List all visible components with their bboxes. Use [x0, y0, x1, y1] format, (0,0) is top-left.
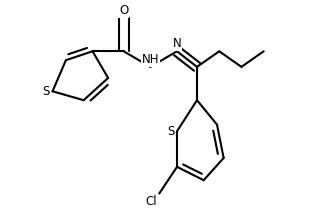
Text: Cl: Cl: [145, 195, 157, 208]
Text: N: N: [173, 37, 181, 50]
Text: S: S: [167, 125, 174, 138]
Text: S: S: [42, 85, 50, 98]
Text: O: O: [119, 4, 128, 17]
Text: NH: NH: [142, 53, 159, 66]
